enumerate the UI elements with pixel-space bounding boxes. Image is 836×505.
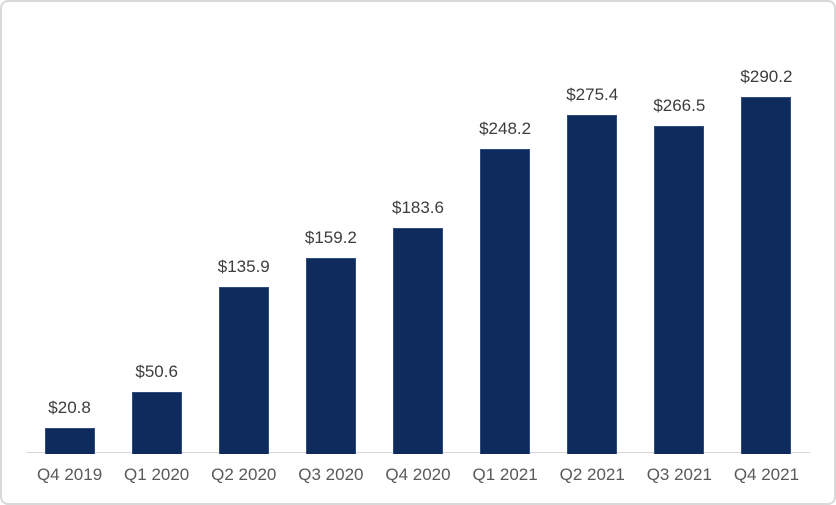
plot-area: $20.8 $50.6 $135.9 $159.2 $183.6 $248.2 $275.4… [26,67,810,454]
bar-column: $135.9 [200,83,287,454]
x-axis-label: Q3 2021 [646,465,712,484]
bar-column: $50.6 [113,83,200,454]
bar-column: $266.5 [636,83,723,454]
x-axis-label: Q1 2021 [472,465,538,484]
bar-column: $248.2 [462,83,549,454]
x-axis-label: Q4 2019 [36,465,103,484]
value-label: $290.2 [740,67,793,87]
bar-column: $159.2 [287,83,374,454]
value-label: $183.6 [391,198,444,218]
value-label: $159.2 [304,228,357,248]
x-axis-label: Q1 2020 [124,465,190,484]
x-axis-label: Q2 2021 [559,465,625,484]
value-label: $50.6 [135,361,178,381]
bar [392,228,443,454]
bar-column: $183.6 [374,83,461,454]
value-label: $20.8 [48,398,91,418]
bar [567,115,618,454]
value-label: $266.5 [653,96,706,116]
bar [480,148,531,454]
bar-column: $275.4 [549,83,636,454]
value-label: $248.2 [479,118,532,138]
x-axis: Q4 2019 Q1 2020 Q2 2020 Q3 2020 Q4 2020 Q1 20… [26,465,810,487]
bar [741,97,792,454]
bar-column: $20.8 [26,83,113,454]
x-axis-label: Q2 2020 [211,465,277,484]
x-axis-label: Q3 2020 [298,465,364,484]
x-axis-label: Q4 2020 [385,465,451,484]
value-label: $135.9 [217,256,270,276]
bar-column: $290.2 [723,67,810,454]
bar [131,391,182,454]
value-label: $275.4 [566,85,619,105]
bar [654,126,705,454]
bar [305,258,356,454]
x-axis-label: Q4 2021 [733,465,800,484]
bar [218,286,269,454]
bar [44,428,95,454]
